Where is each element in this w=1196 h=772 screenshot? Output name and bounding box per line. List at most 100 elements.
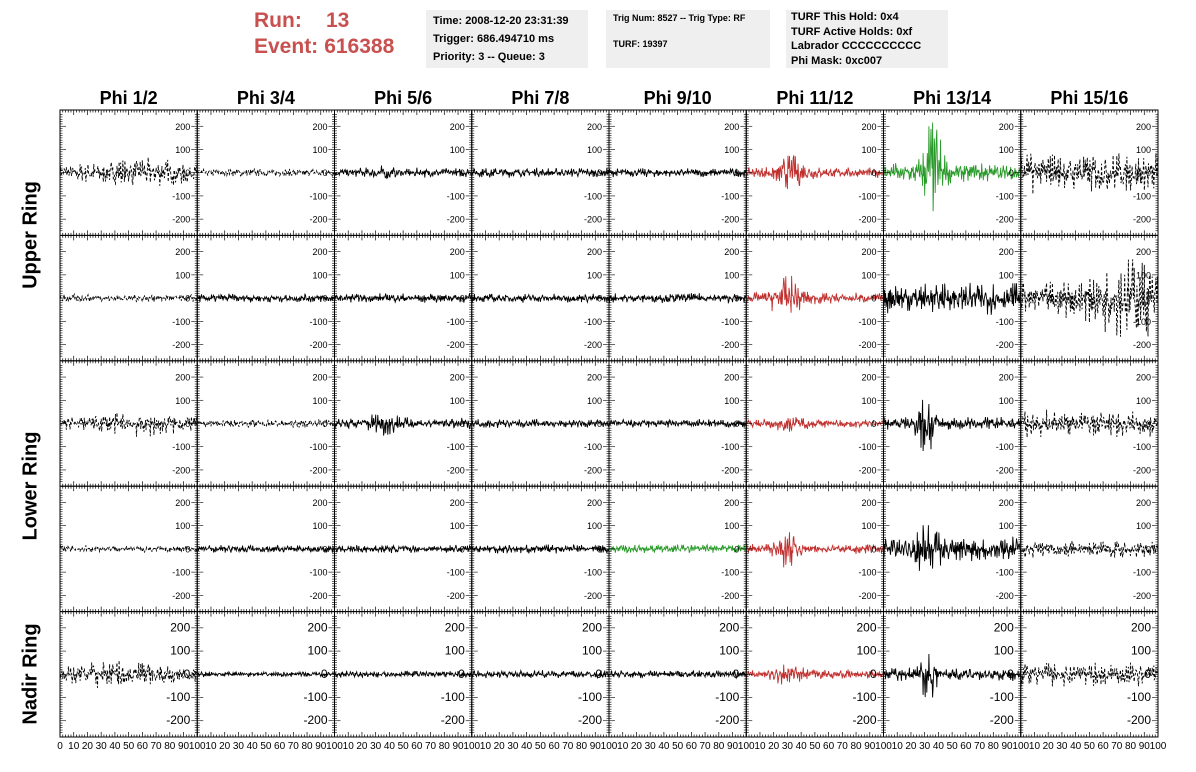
y-tick-label: 100 (175, 396, 190, 406)
y-tick-label: 0 (1009, 419, 1014, 429)
y-tick-label: 0 (871, 168, 876, 178)
waveform-r3-c6 (745, 417, 884, 432)
y-tick-label: 200 (861, 122, 876, 132)
run-value: 13 (326, 9, 350, 32)
y-tick-label: -100 (996, 442, 1014, 452)
phi-mask-line: Phi Mask: 0xc007 (791, 54, 883, 67)
waveform-r2-c2 (196, 293, 335, 303)
y-tick-label: 100 (312, 396, 327, 406)
y-tick-label: 200 (450, 373, 465, 383)
event-label: Event: (254, 35, 319, 58)
labrador-line: Labrador CCCCCCCCCC (791, 40, 922, 52)
y-tick-label: 0 (1146, 294, 1151, 304)
run-event-block: Run: 13 Event: 616388 (254, 8, 394, 60)
y-tick-label: 0 (185, 168, 190, 178)
column-header-8: Phi 15/16 (1050, 88, 1128, 108)
y-tick-label: -100 (721, 442, 739, 452)
y-tick-label: 0 (322, 168, 327, 178)
y-tick-label: -100 (447, 191, 465, 201)
y-tick-label: 0 (460, 294, 465, 304)
y-tick-label: -200 (584, 340, 602, 350)
y-tick-label: -100 (996, 317, 1014, 327)
waveform-r1-c5 (608, 167, 747, 178)
y-tick-label: 100 (999, 396, 1014, 406)
waveform-r3-c8 (1020, 409, 1159, 438)
trig-num-line: Trig Num: 8527 -- Trig Type: RF (613, 13, 746, 23)
y-tick-label: 0 (734, 419, 739, 429)
y-tick-label: 100 (724, 396, 739, 406)
y-tick-label: 100 (1136, 270, 1151, 280)
column-header-2: Phi 3/4 (237, 88, 295, 108)
y-tick-label: 100 (999, 145, 1014, 155)
y-tick-label: -200 (309, 215, 327, 225)
y-tick-label: 0 (734, 294, 739, 304)
y-tick-label: -100 (172, 442, 190, 452)
waveform-r3-c3 (334, 414, 473, 436)
y-tick-label: -100 (309, 442, 327, 452)
y-tick-label: -200 (447, 215, 465, 225)
y-tick-label: 200 (175, 247, 190, 257)
waveform-r2-c7 (883, 282, 1022, 315)
y-tick-label: -200 (309, 340, 327, 350)
y-tick-label: 100 (450, 396, 465, 406)
waveform-r1-c6 (745, 155, 884, 190)
y-tick-label: 0 (597, 168, 602, 178)
y-tick-label: 200 (724, 122, 739, 132)
column-header-3: Phi 5/6 (374, 88, 432, 108)
y-tick-label: 0 (871, 419, 876, 429)
y-tick-label: -100 (1133, 317, 1151, 327)
y-tick-label: 100 (587, 396, 602, 406)
time-line: Time: 2008-12-20 23:31:39 (433, 15, 569, 27)
y-tick-label: 200 (1136, 122, 1151, 132)
priority-line: Priority: 3 -- Queue: 3 (433, 51, 545, 63)
y-tick-label: 0 (1009, 294, 1014, 304)
waveform-r2-c4 (471, 293, 610, 304)
y-tick-label: 100 (587, 270, 602, 280)
y-tick-label: -200 (584, 215, 602, 225)
y-tick-label: 100 (861, 145, 876, 155)
waveform-r1-c1 (59, 157, 198, 186)
y-tick-label: -100 (721, 191, 739, 201)
y-tick-label: -100 (309, 191, 327, 201)
waveform-r3-c7 (883, 399, 1022, 452)
y-tick-label: 100 (999, 270, 1014, 280)
y-tick-label: -200 (1133, 340, 1151, 350)
y-tick-label: -200 (996, 465, 1014, 475)
y-tick-label: -100 (584, 191, 602, 201)
y-tick-label: -100 (858, 317, 876, 327)
y-tick-label: 0 (322, 294, 327, 304)
turf-line: TURF: 19397 (613, 39, 668, 49)
y-tick-label: 0 (597, 294, 602, 304)
y-tick-label: 100 (724, 145, 739, 155)
y-tick-label: 200 (724, 373, 739, 383)
trigger-info-box: Trig Num: 8527 -- Trig Type: RF TURF: 19… (606, 10, 770, 68)
run-row: Run: 13 (254, 8, 394, 34)
waveform-r1-c2 (197, 167, 335, 178)
y-tick-label: -100 (996, 191, 1014, 201)
y-tick-label: 200 (587, 373, 602, 383)
y-tick-label: 200 (587, 122, 602, 132)
time-info-box: Time: 2008-12-20 23:31:39 Trigger: 686.4… (426, 10, 588, 68)
y-tick-label: -200 (996, 215, 1014, 225)
y-tick-label: 200 (861, 373, 876, 383)
column-header-7: Phi 13/14 (913, 88, 991, 108)
y-tick-label: -200 (447, 465, 465, 475)
y-tick-label: -100 (858, 442, 876, 452)
y-tick-label: 100 (312, 270, 327, 280)
waveform-r2-c5 (608, 293, 747, 305)
y-tick-label: 0 (322, 419, 327, 429)
y-tick-label: -100 (1133, 191, 1151, 201)
y-tick-label: 200 (312, 247, 327, 257)
y-tick-label: 200 (312, 373, 327, 383)
y-tick-label: -200 (172, 465, 190, 475)
waveform-r2-c8 (1020, 259, 1159, 337)
y-tick-label: 200 (999, 247, 1014, 257)
waveform-r2-c3 (334, 293, 473, 304)
column-header-1: Phi 1/2 (100, 88, 158, 108)
y-tick-label: 0 (460, 168, 465, 178)
trigger-line: Trigger: 686.494710 ms (433, 33, 555, 45)
y-tick-label: -100 (584, 317, 602, 327)
y-tick-label: 0 (460, 419, 465, 429)
y-tick-label: 200 (175, 122, 190, 132)
